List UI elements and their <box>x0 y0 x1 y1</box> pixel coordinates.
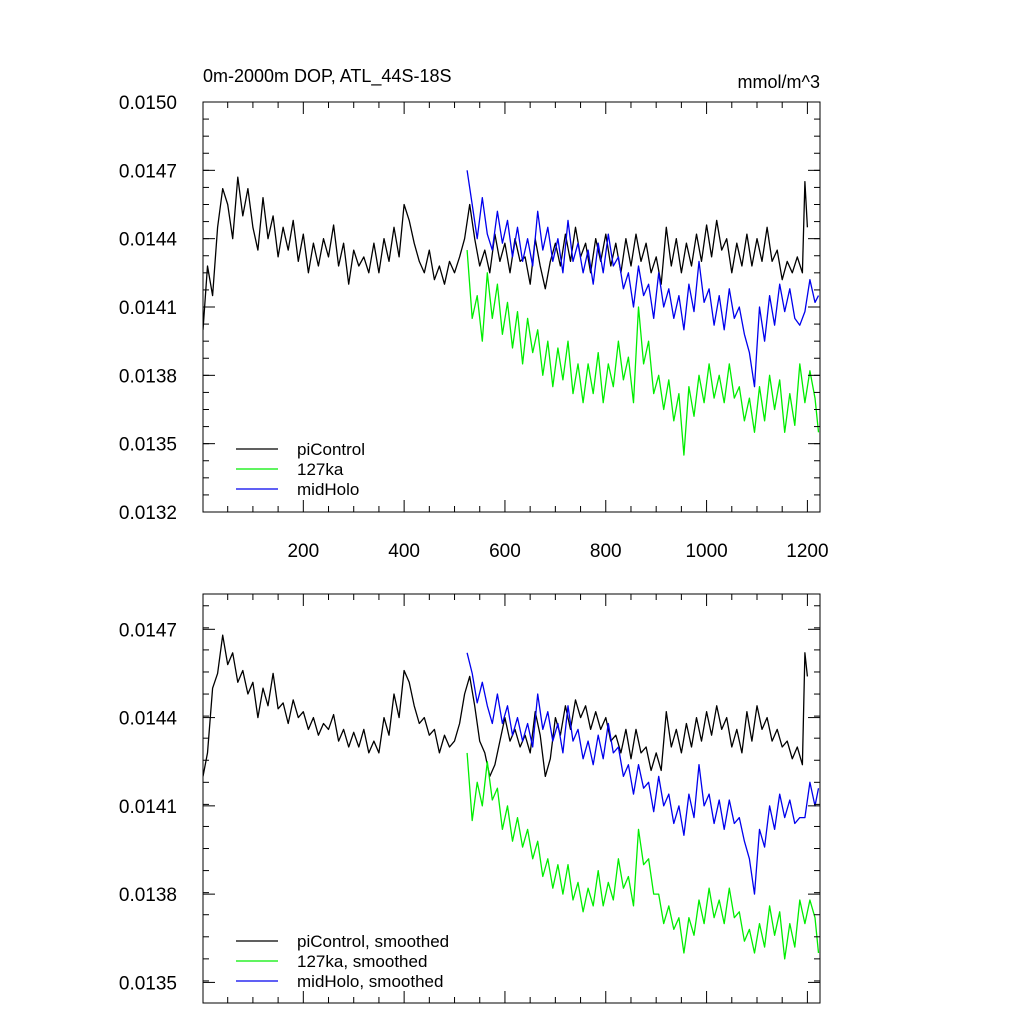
y-tick-label: 0.0138 <box>119 366 177 387</box>
y-tick-label: 0.0144 <box>119 709 178 730</box>
x-tick-label: 1200 <box>786 541 828 562</box>
y-tick-label: 0.0132 <box>119 503 177 524</box>
series-line-127ka <box>466 250 820 456</box>
bottom-chart-panel: 0.0135 0.0138 0.0141 0.0144 0.0147 piControl,… <box>119 593 821 1004</box>
legend-label: 127ka, smoothed <box>297 952 427 971</box>
y-tick-label: 0.0135 <box>119 973 177 994</box>
x-tick-label: 400 <box>388 541 420 562</box>
legend-label: midHolo <box>297 480 359 499</box>
top-chart-panel: 0.0132 0.0135 0.0138 0.0141 0.0144 0.0147 0.01… <box>119 93 829 562</box>
y-tick-label: 0.0141 <box>119 298 177 319</box>
series-line-127ka-smoothed <box>466 752 820 960</box>
series-line-picontrol <box>203 176 809 330</box>
y-tick-label: 0.0138 <box>119 885 177 906</box>
figure-title: 0m-2000m DOP, ATL_44S-18S <box>203 66 451 87</box>
legend-label: midHolo, smoothed <box>297 972 443 991</box>
y-tick-label: 0.0147 <box>119 161 177 182</box>
series-line-picontrol-smoothed <box>203 634 809 778</box>
legend-label: 127ka <box>297 460 344 479</box>
units-label: mmol/m^3 <box>738 72 820 92</box>
x-tick-label: 200 <box>287 541 319 562</box>
series-line-midholo-smoothed <box>466 652 820 895</box>
y-tick-label: 0.0150 <box>119 93 177 114</box>
y-tick-label: 0.0144 <box>119 230 178 251</box>
x-tick-label: 600 <box>489 541 521 562</box>
y-tick-label: 0.0135 <box>119 435 177 456</box>
y-tick-label: 0.0147 <box>119 620 177 641</box>
legend-label: piControl <box>297 440 365 459</box>
series-line-midholo <box>466 170 820 388</box>
x-tick-label: 800 <box>590 541 622 562</box>
legend-label: piControl, smoothed <box>297 932 449 951</box>
x-tick-label: 1000 <box>685 541 727 562</box>
plot-frame <box>202 593 821 1004</box>
y-tick-label: 0.0141 <box>119 797 177 818</box>
